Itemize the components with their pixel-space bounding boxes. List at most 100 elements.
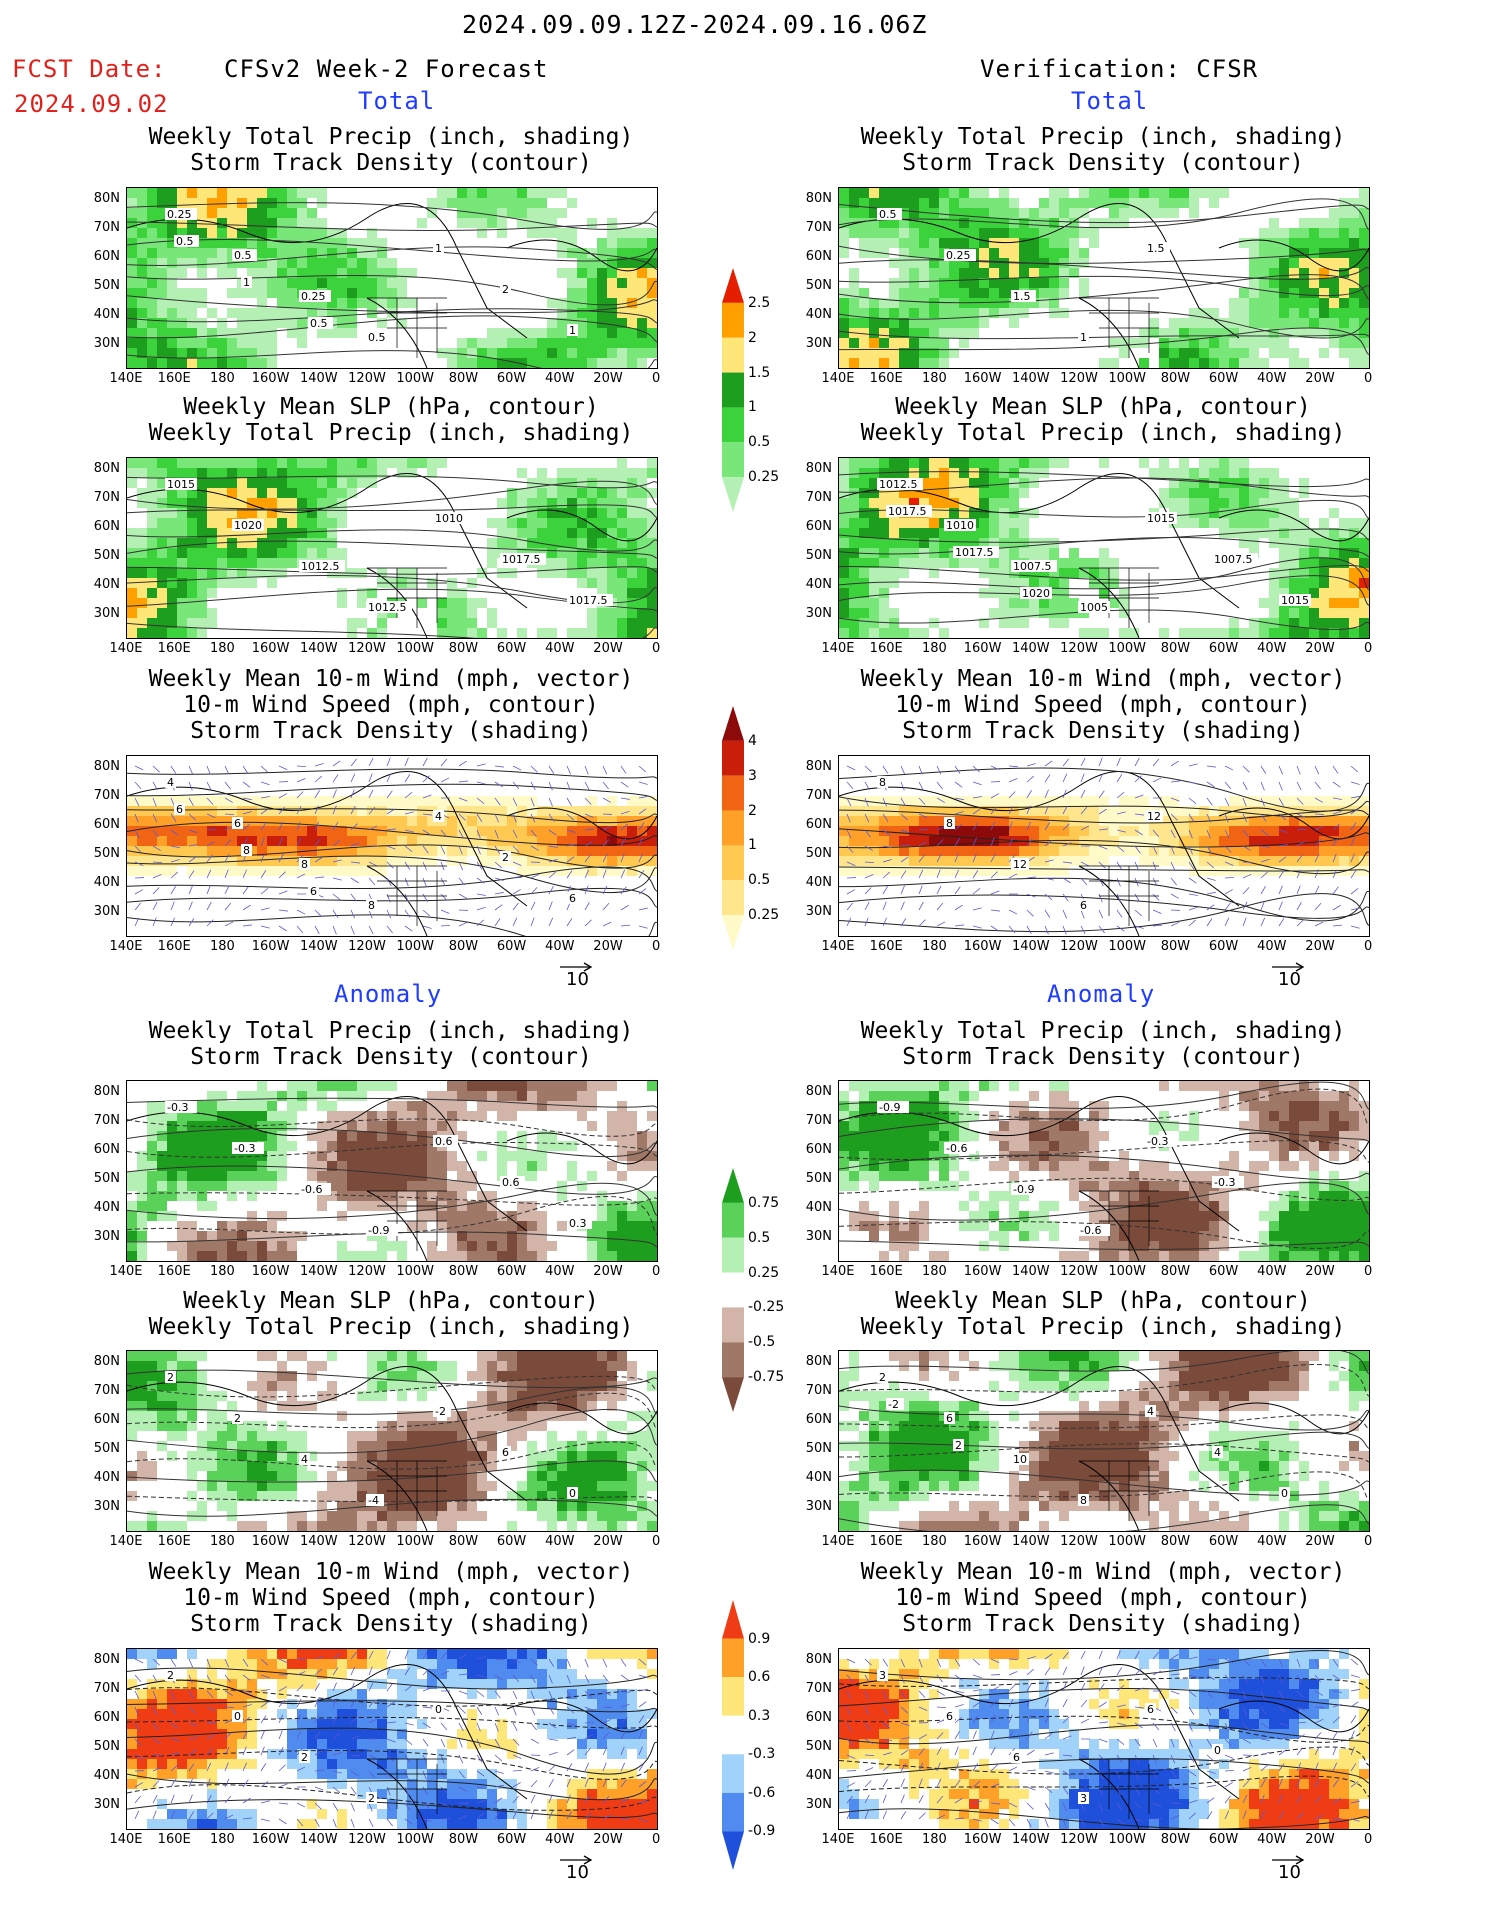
wind-vector xyxy=(494,1674,503,1681)
wind-vector xyxy=(512,1722,518,1732)
contour-line xyxy=(839,1182,1369,1221)
wind-vector xyxy=(990,1764,998,1772)
wind-vector xyxy=(1332,886,1339,895)
lon-tick-label: 0 xyxy=(1364,1264,1373,1279)
colorbar-label: 0.25 xyxy=(748,907,780,924)
lon-tick-label: 160E xyxy=(869,641,903,656)
wind-vector xyxy=(918,854,925,863)
wind-vector xyxy=(900,1778,905,1788)
wind-vector xyxy=(494,1658,504,1661)
wind-vector xyxy=(1044,1667,1051,1676)
colorbar-swatch xyxy=(722,1377,744,1412)
lat-tick-label: 30N xyxy=(93,904,120,919)
map-panel-5: 8 8 12 6 12 xyxy=(838,755,1370,937)
wind-vector xyxy=(188,1674,193,1684)
map-panel-3: 1012.5 1010 1007.5 1005 1015 1007.5 1015 1017.5… xyxy=(838,457,1370,639)
wind-vector xyxy=(936,765,942,775)
wind-vector xyxy=(296,873,306,879)
wind-vector xyxy=(972,781,982,786)
wind-vector xyxy=(170,886,176,895)
wind-vector xyxy=(864,765,872,773)
lon-tick-label: 80W xyxy=(448,939,479,954)
wind-vector xyxy=(1044,840,1053,847)
lat-tick-label: 80N xyxy=(93,1084,120,1099)
contour-label-bg xyxy=(886,1398,904,1410)
contour-line xyxy=(127,914,657,936)
wind-vector xyxy=(386,1738,396,1743)
wind-vector xyxy=(206,1812,214,1820)
colorbar-swatch xyxy=(722,1600,744,1639)
wind-vector xyxy=(1224,1810,1230,1820)
wind-vector xyxy=(350,1818,355,1828)
wind-vector xyxy=(314,1714,319,1724)
wind-vector xyxy=(1170,1722,1176,1732)
lon-tick-label: 140W xyxy=(1011,1264,1050,1279)
wind-vector xyxy=(314,763,324,767)
wind-vector xyxy=(260,1730,265,1740)
contour-label-bg xyxy=(165,208,197,220)
wind-vector xyxy=(1062,1735,1072,1740)
contour-label-bg xyxy=(232,519,264,531)
wind-vector xyxy=(1134,757,1140,767)
wind-vector xyxy=(846,765,856,771)
wind-vector xyxy=(242,1779,249,1788)
wind-vector xyxy=(530,1810,535,1820)
wind-vector xyxy=(918,1706,928,1712)
wind-vector xyxy=(170,765,177,774)
wind-vector xyxy=(1008,805,1014,815)
wind-vector xyxy=(1044,877,1054,881)
wind-vector xyxy=(1170,1738,1175,1748)
wind-vector xyxy=(440,1722,448,1731)
wind-vector xyxy=(206,901,212,911)
wind-vector xyxy=(530,1658,538,1666)
wind-vector xyxy=(882,871,891,879)
wind-vector xyxy=(584,797,592,805)
contour-line xyxy=(839,245,1369,265)
panel-title-wind_track-1: 10-m Wind Speed (mph, contour) xyxy=(183,1585,599,1611)
wind-vector xyxy=(530,797,535,807)
lon-tick-label: 20W xyxy=(593,1264,623,1279)
wind-vector xyxy=(972,1658,980,1666)
wind-vector xyxy=(260,796,270,799)
lon-tick-label: 20W xyxy=(1305,1264,1335,1279)
contour-line xyxy=(127,1441,657,1470)
wind-vector xyxy=(1188,906,1198,911)
wind-vector xyxy=(1278,1658,1283,1668)
contour-line xyxy=(127,1128,657,1157)
wind-vector xyxy=(404,757,409,767)
contour-label-bg xyxy=(165,1371,176,1383)
contour-label-bg xyxy=(232,817,243,829)
wind-vector xyxy=(206,854,213,863)
wind-vector xyxy=(368,789,374,799)
lon-tick-label: 80W xyxy=(1160,371,1191,386)
wind-vector xyxy=(954,781,963,788)
colorbar-swatch xyxy=(722,407,744,443)
wind-vector xyxy=(242,1658,249,1667)
wind-vector xyxy=(242,924,252,927)
contour-line xyxy=(127,1369,657,1389)
wind-vector xyxy=(368,909,373,919)
wind-vector xyxy=(386,757,391,767)
wind-vector xyxy=(846,1690,852,1700)
wind-vector xyxy=(494,1738,500,1747)
contour-label-bg xyxy=(1212,1176,1244,1188)
lat-tick-label: 30N xyxy=(805,606,832,621)
wind-vector xyxy=(314,790,320,799)
wind-vector xyxy=(1350,1730,1355,1740)
wind-vector xyxy=(990,890,1000,895)
contour-label-bg xyxy=(500,283,511,295)
contour-line xyxy=(127,1495,657,1503)
contour-line xyxy=(127,529,657,552)
contour-label: 1 xyxy=(435,242,442,255)
wind-vector xyxy=(224,1658,230,1668)
wind-vector xyxy=(152,1810,157,1820)
lat-tick-label: 80N xyxy=(93,759,120,774)
lat-tick-label: 40N xyxy=(805,577,832,592)
colorbar-label: 0.25 xyxy=(748,469,780,486)
wind-vector xyxy=(1098,845,1108,850)
wind-vector xyxy=(1314,1718,1324,1724)
wind-vector xyxy=(206,1762,212,1772)
